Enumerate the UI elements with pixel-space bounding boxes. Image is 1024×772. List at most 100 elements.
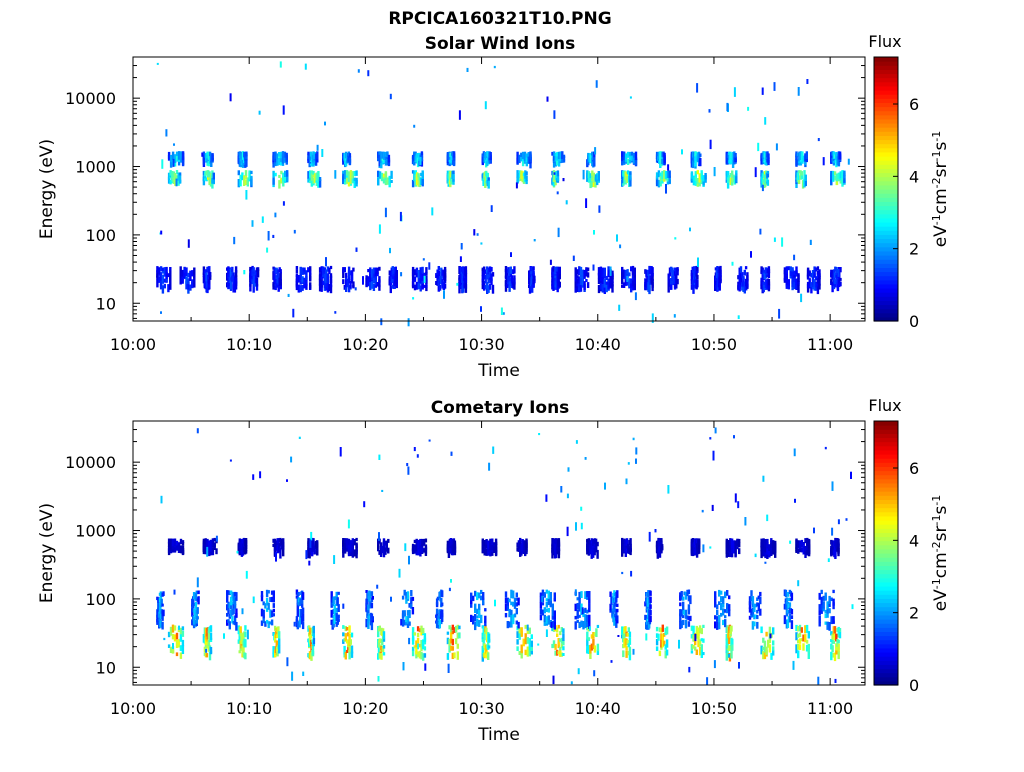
spectrogram-cell <box>264 621 267 627</box>
spectrogram-cell <box>488 266 492 272</box>
spectrogram-cell <box>528 643 531 651</box>
spectrogram-cell <box>632 152 636 158</box>
spectrogram-cell <box>228 603 231 608</box>
spectrogram-cell <box>204 269 207 276</box>
spectrogram-cell <box>335 591 338 601</box>
spectrogram-cell <box>484 615 487 623</box>
spectrogram-cell <box>441 590 444 598</box>
spectrogram-cell <box>545 589 548 594</box>
spectrogram-cell <box>231 273 234 282</box>
spectrogram-cell <box>472 595 475 602</box>
spectrogram-cell <box>279 279 282 286</box>
spectrogram-cell <box>450 637 453 644</box>
spectrogram-cell <box>601 283 604 293</box>
spectrogram-cell <box>229 275 233 281</box>
spectrogram-cell <box>329 284 333 294</box>
spectrogram-cell <box>493 543 496 552</box>
spectrogram-cell <box>229 596 233 606</box>
spectrogram-cell <box>448 644 451 653</box>
spectrogram-cell <box>413 544 417 548</box>
spectrogram-cell <box>416 626 420 632</box>
spectrogram-cell <box>416 177 419 186</box>
spectrogram-cell <box>387 154 391 163</box>
spectrogram-cell <box>554 643 557 650</box>
spectrogram-cell <box>578 266 581 270</box>
spectrogram-cell <box>272 234 275 238</box>
spectrogram-cell <box>157 619 160 625</box>
spectrogram-cell <box>388 175 391 180</box>
spectrogram-cell <box>793 254 796 261</box>
spectrogram-cell <box>345 275 348 280</box>
spectrogram-cell <box>831 281 834 286</box>
spectrogram-cell <box>700 638 703 642</box>
spectrogram-cell <box>370 621 374 631</box>
spectrogram-cell <box>588 621 591 629</box>
spectrogram-cell <box>578 604 581 612</box>
spectrogram-cell <box>209 539 213 548</box>
spectrogram-cell <box>326 281 330 289</box>
spectrogram-cell <box>195 590 198 595</box>
spectrogram-cell <box>270 610 274 618</box>
spectrogram-cell <box>183 266 186 273</box>
spectrogram-cell <box>415 542 418 552</box>
spectrogram-cell <box>474 614 477 622</box>
spectrogram-cell <box>167 541 171 547</box>
spectrogram-cell <box>508 608 511 617</box>
y-tick-label: 1000 <box>75 522 116 541</box>
spectrogram-cell <box>515 602 518 607</box>
colorbar-segment <box>874 118 898 124</box>
spectrogram-cell <box>799 151 803 160</box>
spectrogram-cell <box>515 620 518 625</box>
spectrogram-cell <box>342 639 345 644</box>
spectrogram-cell <box>609 279 612 288</box>
spectrogram-cell <box>667 279 670 287</box>
spectrogram-cell <box>460 243 463 250</box>
spectrogram-cell <box>690 625 694 631</box>
colorbar-segment <box>874 664 898 670</box>
x-tick-label: 11:00 <box>807 699 853 718</box>
spectrogram-cell <box>657 170 661 178</box>
spectrogram-cell <box>349 544 353 552</box>
spectrogram-cell <box>451 638 454 646</box>
spectrogram-cell <box>204 171 207 177</box>
spectrogram-cell <box>831 527 834 536</box>
spectrogram-cell <box>161 267 165 272</box>
spectrogram-cell <box>795 170 798 178</box>
spectrogram-cell <box>207 170 210 178</box>
spectrogram-cell <box>817 138 820 142</box>
spectrogram-cell <box>209 275 212 280</box>
spectrogram-cell <box>270 619 274 626</box>
spectrogram-cell <box>408 621 411 626</box>
spectrogram-cell <box>312 153 315 162</box>
spectrogram-cell <box>768 626 772 635</box>
spectrogram-cell <box>828 622 831 631</box>
spectrogram-cell <box>838 281 841 288</box>
spectrogram-cell <box>523 159 527 164</box>
spectrogram-cell <box>558 272 561 280</box>
spectrogram-cell <box>161 270 165 274</box>
spectrogram-cell <box>481 281 484 285</box>
spectrogram-cell <box>605 284 608 293</box>
spectrogram-cell <box>578 591 581 599</box>
spectrogram-cell <box>382 638 386 642</box>
spectrogram-cell <box>270 596 274 603</box>
spectrogram-cell <box>506 603 509 611</box>
spectrogram-cell <box>580 522 583 530</box>
spectrogram-cell <box>172 158 175 167</box>
spectrogram-cell <box>207 627 211 633</box>
spectrogram-cell <box>386 151 389 155</box>
spectrogram-cell <box>315 172 318 181</box>
colorbar-segment <box>874 238 898 244</box>
spectrogram-cell <box>661 179 664 184</box>
spectrogram-cell <box>235 622 238 631</box>
spectrogram-cell <box>286 172 289 181</box>
spectrogram-cell <box>264 603 267 609</box>
spectrogram-cell <box>687 595 691 602</box>
spectrogram-cell <box>369 273 372 283</box>
spectrogram-cell <box>211 550 215 556</box>
spectrogram-cell <box>795 632 798 641</box>
spectrogram-cell <box>805 644 809 652</box>
spectrogram-cell <box>551 603 554 611</box>
spectrogram-cell <box>686 589 689 597</box>
spectrogram-cell <box>661 640 664 648</box>
